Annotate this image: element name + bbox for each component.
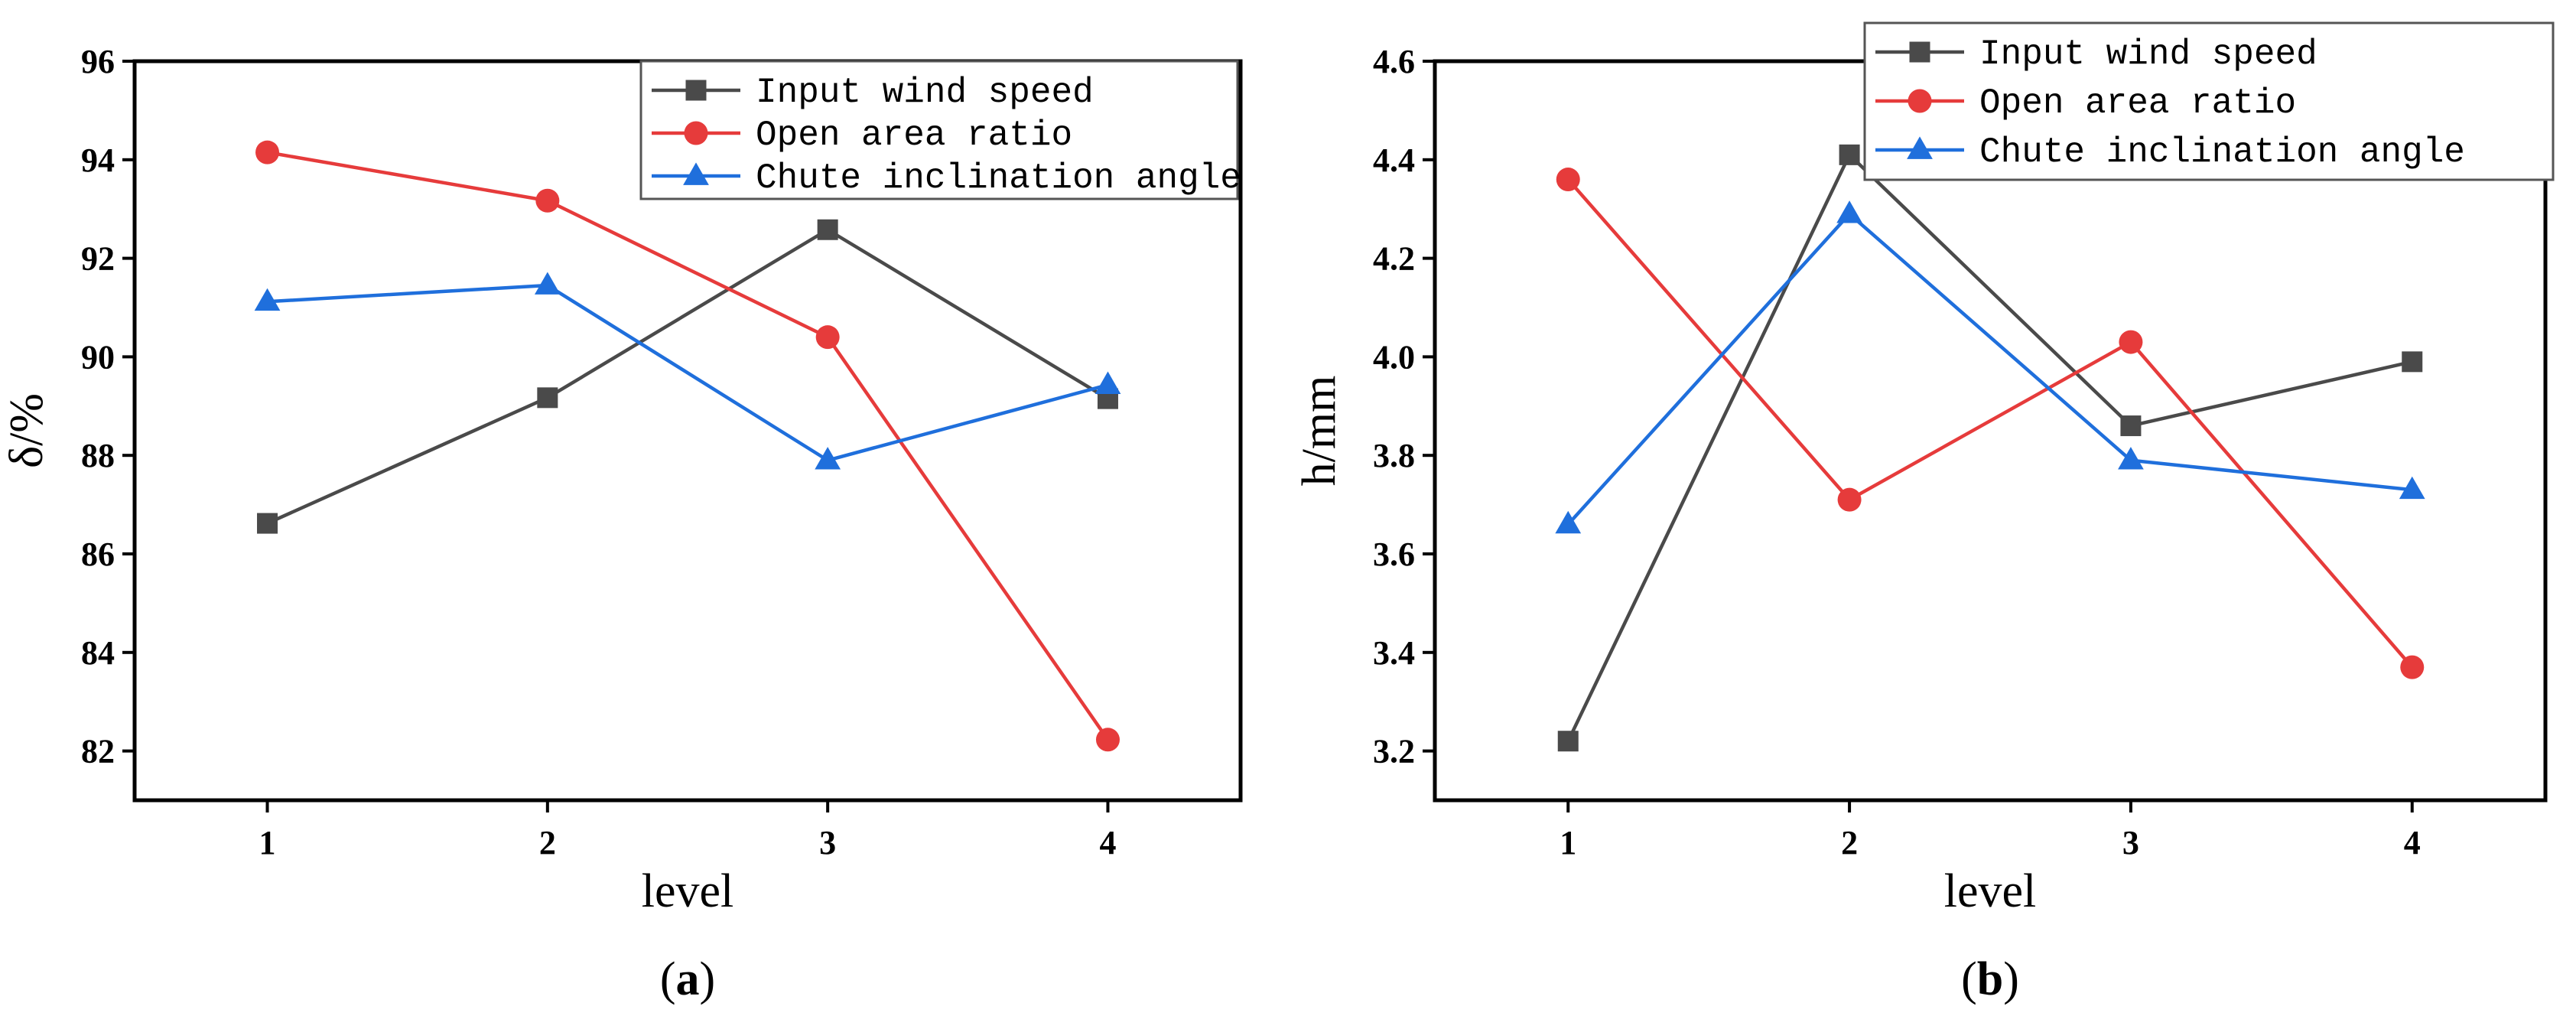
y-axis-title: δ/% <box>1 393 53 468</box>
data-point-input-wind-speed <box>257 513 278 534</box>
legend-marker-chute-inclination-angle <box>683 162 709 185</box>
y-tick-label: 3.4 <box>1373 634 1415 672</box>
data-point-input-wind-speed <box>817 219 838 240</box>
series-input-wind-speed <box>1557 144 2423 752</box>
panel-label-open-paren: ( <box>1961 953 1977 1005</box>
legend-marker-open-area-ratio <box>684 121 708 145</box>
y-tick-label: 4.6 <box>1373 43 1415 80</box>
data-point-input-wind-speed <box>2120 415 2142 437</box>
legend-marker-input-wind-speed <box>685 80 707 101</box>
x-axis-title: level <box>642 865 734 917</box>
data-point-open-area-ratio <box>1095 728 1120 752</box>
x-tick-label: 2 <box>539 824 556 861</box>
legend-marker-input-wind-speed <box>1909 41 1930 63</box>
data-point-input-wind-speed <box>2402 351 2423 373</box>
y-tick-label: 92 <box>81 240 115 278</box>
data-point-chute-inclination-angle <box>2118 447 2144 470</box>
panel-label: (a) <box>660 953 715 1005</box>
data-point-chute-inclination-angle <box>2399 476 2425 500</box>
legend-label-input-wind-speed: Input wind speed <box>1979 34 2317 74</box>
x-tick-label: 2 <box>1841 824 1858 861</box>
x-tick-label: 1 <box>259 824 276 861</box>
series-line-input-wind-speed <box>1566 153 2413 742</box>
y-tick-label: 3.8 <box>1373 437 1415 474</box>
y-tick-label: 88 <box>81 437 115 474</box>
data-point-chute-inclination-angle <box>254 288 281 311</box>
legend-box <box>1863 21 2555 181</box>
y-tick-label: 84 <box>81 634 115 672</box>
legend-label-input-wind-speed: Input wind speed <box>756 73 1094 112</box>
series-line-open-area-ratio <box>1566 178 2414 669</box>
legend-label-open-area-ratio: Open area ratio <box>1979 83 2296 123</box>
x-tick-label: 3 <box>819 824 836 861</box>
data-point-open-area-ratio <box>535 188 560 213</box>
data-point-input-wind-speed <box>1557 731 1579 752</box>
series-line-input-wind-speed <box>266 227 1109 526</box>
legend-marker-open-area-ratio <box>1908 89 1932 113</box>
series-line-open-area-ratio <box>267 150 1110 741</box>
x-tick-label: 3 <box>2122 824 2139 861</box>
panel-label: (b) <box>1961 953 2019 1005</box>
series-line-chute-inclination-angle <box>267 283 1109 462</box>
panel-label-open-paren: ( <box>660 953 676 1005</box>
legend-label-chute-inclination-angle: Chute inclination angle <box>756 158 1241 198</box>
y-tick-label: 3.2 <box>1373 733 1415 770</box>
chart-panel-a: 82 84 86 88 90 92 94 96 1 2 3 4 level δ/% Input wind s… <box>1 43 1243 1005</box>
y-tick-label: 94 <box>81 142 115 179</box>
y-tick-label: 3.6 <box>1373 536 1415 573</box>
panel-label-close-paren: ) <box>700 953 716 1005</box>
data-point-open-area-ratio <box>1556 168 1580 192</box>
series-line-chute-inclination-angle <box>1566 212 2412 526</box>
x-tick-label: 4 <box>1099 824 1116 861</box>
panel-label-letter: b <box>1977 953 2003 1005</box>
data-point-open-area-ratio <box>2400 655 2425 679</box>
series-open-area-ratio <box>1556 168 2425 679</box>
y-tick-label: 96 <box>81 43 115 80</box>
data-point-open-area-ratio <box>815 325 840 350</box>
data-point-chute-inclination-angle <box>1094 371 1121 395</box>
data-point-chute-inclination-angle <box>815 447 841 470</box>
data-point-open-area-ratio <box>255 140 280 164</box>
legend-label-open-area-ratio: Open area ratio <box>756 116 1072 155</box>
x-tick-label: 4 <box>2404 824 2421 861</box>
panel-label-close-paren: ) <box>2003 953 2019 1005</box>
y-tick-label: 86 <box>81 536 115 573</box>
legend-label-chute-inclination-angle: Chute inclination angle <box>1979 132 2465 172</box>
x-tick-label: 1 <box>1560 824 1576 861</box>
series-chute-inclination-angle <box>254 272 1121 470</box>
y-axis-title: h/mm <box>1293 376 1345 487</box>
x-axis-title: level <box>1944 865 2037 917</box>
chart-panel-b: 3.2 3.4 3.6 3.8 4.0 4.2 4.4 4.6 1 2 3 4 level h/mm Inp… <box>1293 21 2555 1005</box>
data-point-open-area-ratio <box>1837 487 1862 512</box>
data-point-open-area-ratio <box>2119 330 2143 354</box>
data-point-chute-inclination-angle <box>1555 510 1582 534</box>
y-tick-label: 4.2 <box>1373 240 1415 278</box>
legend: Input wind speed Open area ratio Chute inc… <box>1863 21 2555 181</box>
data-point-chute-inclination-angle <box>1836 200 1862 223</box>
legend-marker-chute-inclination-angle <box>1907 136 1933 159</box>
series-input-wind-speed <box>257 219 1118 534</box>
series-open-area-ratio <box>255 140 1120 752</box>
series-chute-inclination-angle <box>1555 200 2425 534</box>
data-point-input-wind-speed <box>1839 144 1860 165</box>
y-tick-label: 4.4 <box>1373 142 1415 179</box>
data-point-input-wind-speed <box>537 387 558 409</box>
panel-label-letter: a <box>676 953 700 1005</box>
data-point-chute-inclination-angle <box>534 272 561 295</box>
y-tick-label: 82 <box>81 733 115 770</box>
y-tick-label: 4.0 <box>1373 338 1415 376</box>
y-tick-label: 90 <box>81 338 115 376</box>
